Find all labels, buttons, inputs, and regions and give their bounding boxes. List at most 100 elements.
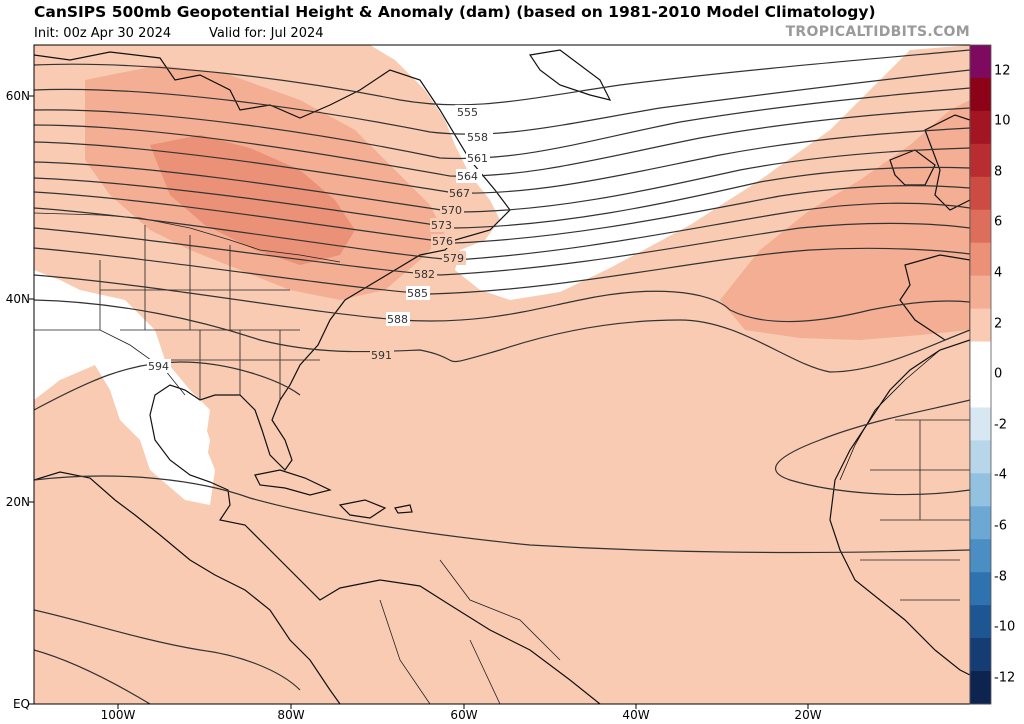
lon-label-20w: 20W [794, 708, 822, 722]
lat-label-eq: EQ [12, 697, 30, 711]
contour-567 [34, 127, 970, 194]
contour-label-561: 561 [467, 152, 488, 165]
colorbar [969, 44, 992, 705]
map-title: CanSIPS 500mb Geopotential Height & Anom… [34, 3, 876, 21]
colorbar-swatch [970, 77, 991, 112]
colorbar-swatch [970, 341, 991, 375]
colorbar-label-6: 6 [994, 214, 1003, 230]
colorbar-swatch [970, 242, 991, 277]
contour-label-588: 588 [387, 313, 408, 326]
init-time: Init: 00z Apr 30 2024 [34, 26, 172, 41]
contour-label-564: 564 [457, 170, 478, 183]
colorbar-label-4: 4 [994, 265, 1003, 281]
contour-label-bg-579 [442, 251, 466, 265]
colorbar-label-m12: -12 [994, 670, 1016, 686]
lon-label-40w: 40W [622, 708, 650, 722]
anomaly-fill-dark [150, 135, 355, 265]
contour-label-585: 585 [407, 287, 428, 300]
contour-579 [34, 202, 970, 261]
anomaly-fill-medium-east [720, 100, 970, 340]
colorbar-swatch [970, 671, 991, 705]
contour-label-bg-588 [386, 312, 410, 326]
contour-label-570: 570 [441, 204, 462, 217]
contour-558 [34, 69, 970, 135]
contour-582 [34, 222, 970, 276]
lat-label-20n: 20N [5, 495, 30, 509]
contour-label-558: 558 [467, 131, 488, 144]
contour-576 [34, 185, 970, 244]
contour-label-567: 567 [449, 187, 470, 200]
contour-588 [34, 274, 970, 323]
contour-label-bg-594 [147, 359, 171, 373]
colorbar-swatch [970, 209, 991, 244]
contour-594 [34, 361, 301, 411]
colorbar-label-10: 10 [994, 113, 1011, 129]
contour-591-africa [775, 399, 970, 496]
contour-label-bg-582 [413, 267, 437, 281]
lon-label-100w: 100W [100, 708, 136, 722]
contour-label-594: 594 [148, 360, 169, 373]
colorbar-label-m2: -2 [994, 417, 1007, 433]
valid-time: Valid for: Jul 2024 [209, 26, 324, 41]
lat-label-40n: 40N [5, 292, 30, 306]
colorbar-swatch [970, 176, 991, 211]
colorbar-swatch [970, 275, 991, 310]
contour-570 [34, 147, 970, 213]
colorbar-swatch [970, 440, 991, 474]
contour-label-bg-561 [466, 151, 490, 165]
contour-564 [34, 107, 970, 177]
colorbar-label-8: 8 [994, 164, 1003, 180]
contour-591-north [34, 299, 970, 373]
contour-label-bg-567 [448, 186, 472, 200]
contour-555 [34, 49, 970, 106]
colorbar-label-0: 0 [994, 366, 1003, 382]
height-contours [34, 49, 970, 704]
contour-label-bg-564 [456, 169, 482, 183]
colorbar-swatch [970, 539, 991, 573]
contour-label-582: 582 [414, 268, 435, 281]
colorbar-frame [969, 44, 992, 705]
contour-label-bg-573 [430, 218, 454, 232]
contour-label-bg-576 [431, 234, 455, 248]
colorbar-swatch [970, 110, 991, 145]
axis-ticks [29, 95, 809, 709]
neutral-fill [34, 300, 210, 478]
colorbar-label-12: 12 [994, 63, 1011, 79]
colorbar-swatch [970, 308, 991, 343]
colorbar-swatch [970, 473, 991, 507]
borders [34, 212, 970, 704]
contour-label-bg-555 [455, 105, 483, 119]
contour-585 [34, 247, 970, 295]
colorbar-label-2: 2 [994, 316, 1003, 332]
contour-south-2 [34, 649, 151, 704]
colorbar-swatch [970, 572, 991, 606]
contour-591-south [34, 475, 970, 554]
contour-561 [34, 87, 970, 160]
contour-label-591: 591 [371, 349, 392, 362]
lon-label-60w: 60W [450, 708, 478, 722]
colorbar-label-m4: -4 [994, 467, 1007, 483]
colorbar-label-m8: -8 [994, 569, 1007, 585]
contour-label-576: 576 [432, 235, 453, 248]
colorbar-swatch [970, 143, 991, 178]
colorbar-swatch [970, 374, 991, 408]
colorbar-label-m10: -10 [994, 619, 1016, 635]
colorbar-swatch [970, 605, 991, 639]
contour-label-579: 579 [443, 252, 464, 265]
colorbar-swatch [970, 407, 991, 441]
contour-label-555: 555 [457, 106, 478, 119]
contour-label-bg-585 [406, 286, 430, 300]
contour-label-bg-591 [370, 348, 394, 362]
contour-south-1 [34, 609, 301, 691]
colorbar-swatch [970, 45, 991, 79]
contour-label-group: 555 558 561 564 567 570 573 576 579 582 … [147, 105, 493, 373]
contour-label-bg-570 [440, 203, 464, 217]
contour-573 [34, 166, 970, 229]
colorbar-label-m6: -6 [994, 518, 1007, 534]
contour-label-573: 573 [431, 219, 452, 232]
lon-label-80w: 80W [277, 708, 305, 722]
lat-label-60n: 60N [5, 89, 30, 103]
colorbar-swatch [970, 506, 991, 540]
colorbar-swatch [970, 638, 991, 672]
